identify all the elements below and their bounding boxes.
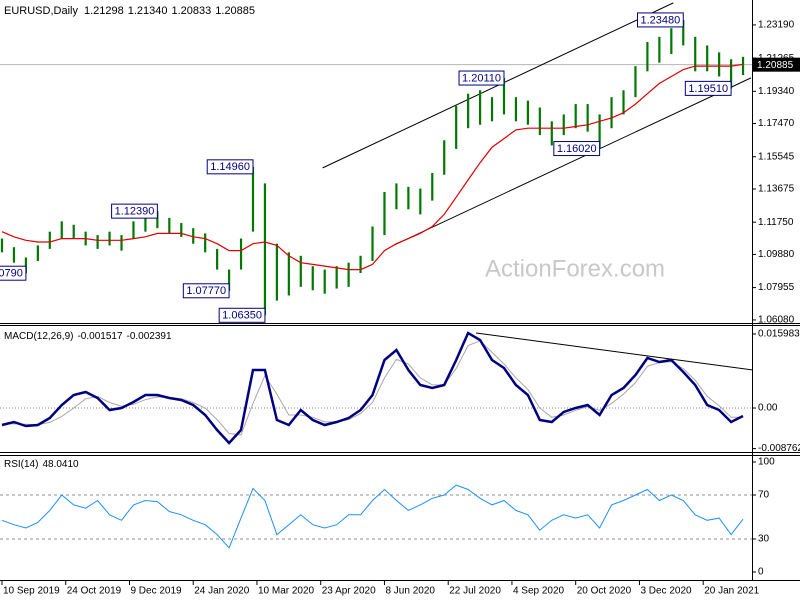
y-tick-label: 30 (758, 534, 770, 545)
x-tick-label: 3 Dec 2020 (640, 586, 692, 597)
macd-line (1, 331, 744, 445)
high: 1.21340 (128, 5, 168, 17)
x-tick-label: 24 Jan 2020 (194, 586, 249, 597)
y-tick-label: 0.00 (758, 403, 778, 414)
y-tick-label: 1.15545 (758, 151, 795, 162)
rsi-header: RSI(14) 48.0410 (4, 459, 79, 470)
y-tick-label: 1.09880 (758, 249, 795, 260)
rsi-title: RSI(14) (4, 459, 38, 470)
price-annotation: 1.14960 (210, 161, 250, 173)
x-tick-label: 4 Sep 2020 (513, 586, 565, 597)
y-tick-label: 1.07955 (758, 282, 795, 293)
x-tick-label: 9 Dec 2019 (130, 586, 182, 597)
open: 1.21298 (84, 5, 124, 17)
price-annotation-box (218, 307, 266, 323)
y-tick-label: 0 (758, 567, 764, 578)
low: 1.20833 (172, 5, 212, 17)
y-tick-label: 1.19340 (758, 86, 795, 97)
frame (0, 0, 800, 581)
price-annotation-box (182, 283, 230, 299)
rsi-line (1, 484, 744, 549)
y-tick-label: 1.23190 (758, 20, 795, 31)
y-tick-label: 100 (758, 457, 775, 468)
y-tick-label: 70 (758, 490, 770, 501)
y-tick-label: 1.06080 (758, 315, 795, 326)
x-tick-label: 24 Oct 2019 (67, 586, 122, 597)
price-annotation: 1.12390 (115, 206, 155, 218)
price-annotation: 1.23480 (641, 14, 681, 26)
macd-header: MACD(12,26,9) -0.001517 -0.002391 (4, 331, 172, 342)
price-annotation-box (206, 159, 254, 175)
close: 1.20885 (215, 5, 255, 17)
rsi-reading: 48.0410 (42, 459, 79, 470)
price-annotation: 1.06350 (222, 310, 262, 322)
x-tick-label: 22 Jul 2020 (449, 586, 501, 597)
trendline (476, 332, 752, 371)
signal-reading: -0.002391 (127, 331, 172, 342)
price-annotation-box (0, 265, 27, 281)
price-annotation: 1.19510 (688, 83, 728, 95)
price-annotation-box (637, 12, 684, 28)
symbol: EURUSD,Daily (4, 5, 78, 17)
header: EURUSD,Daily 1.21298 1.21340 1.20833 1.20885 (4, 5, 255, 17)
price-annotation-box (458, 70, 505, 86)
x-tick-label: 20 Jan 2021 (704, 586, 759, 597)
y-tick-label: 1.11750 (758, 217, 794, 228)
x-tick-label: 8 Jun 2020 (385, 586, 435, 597)
price-annotation-box (111, 203, 158, 219)
moving-average (1, 63, 744, 271)
watermark: ActionForex.com (485, 255, 665, 282)
y-tick-label: 0.015983 (758, 329, 800, 340)
x-tick-label: 23 Apr 2020 (322, 586, 376, 597)
price-annotation-box (553, 141, 601, 157)
x-tick-label: 20 Oct 2020 (577, 586, 632, 597)
y-tick-label: 1.13675 (758, 184, 795, 195)
x-tick-label: 10 Mar 2020 (258, 586, 315, 597)
macd-reading: -0.001517 (77, 331, 122, 342)
price-annotation: 0790 (0, 268, 23, 280)
last-price-label: 1.20885 (757, 60, 794, 71)
price-annotation: 1.20110 (462, 72, 501, 84)
trendline (394, 77, 752, 246)
y-tick-label: 1.17470 (758, 118, 795, 129)
macd-title: MACD(12,26,9) (4, 331, 73, 342)
y-tick-label: -0.008762 (758, 443, 800, 454)
price-annotation: 1.07770 (186, 285, 226, 297)
price-annotation: 1.16020 (557, 143, 597, 155)
last-price-box (753, 57, 800, 72)
price-annotation-box (684, 80, 732, 96)
x-tick-label: 10 Sep 2019 (3, 586, 60, 597)
